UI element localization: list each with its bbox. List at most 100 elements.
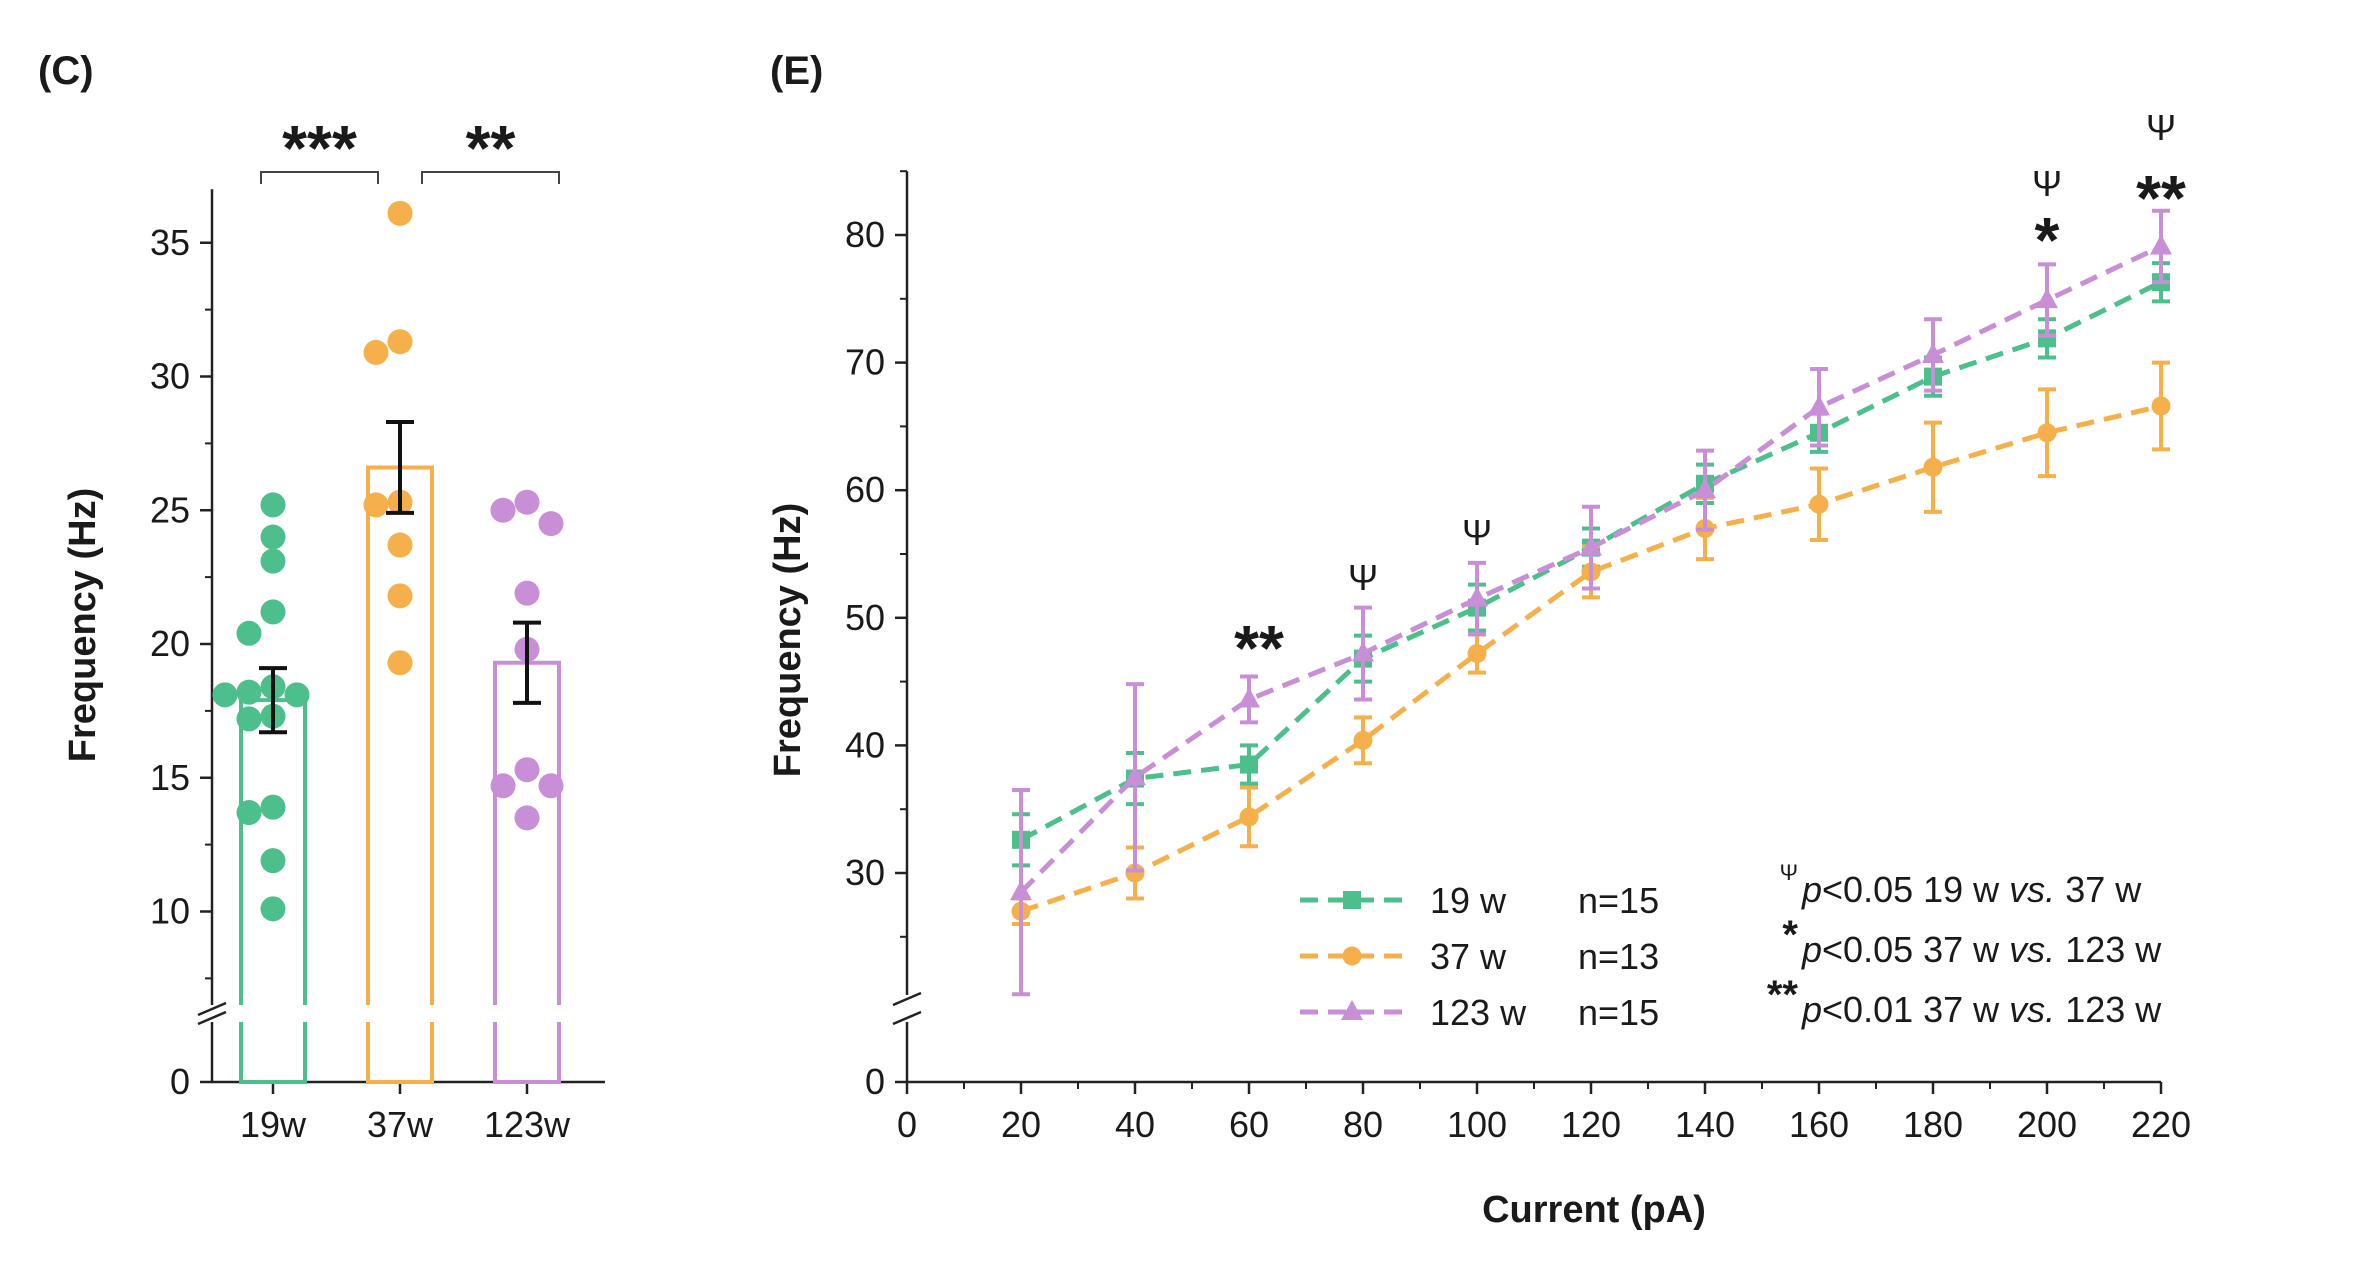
panel-c-y-axis-title: Frequency (Hz) — [62, 488, 104, 762]
e-note-p: p — [1801, 869, 1822, 910]
c-data-point — [387, 200, 413, 226]
e-marker-triangle — [2036, 288, 2058, 309]
c-y-tick-label: 25 — [150, 489, 190, 530]
e-marker-circle — [1125, 863, 1145, 883]
e-series-1 — [1011, 360, 2171, 927]
e-y-tick-label: 0 — [865, 1061, 885, 1102]
e-legend-n: n=13 — [1578, 936, 1659, 977]
c-data-point — [387, 650, 413, 676]
c-bar-lower — [366, 1022, 434, 1084]
e-note-symbol: ** — [1767, 973, 1799, 1017]
e-marker-triangle — [1580, 535, 1602, 556]
e-y-tick-label: 70 — [845, 342, 885, 383]
e-x-tick-label: 80 — [1343, 1104, 1383, 1145]
e-sig-stars: ** — [2136, 162, 2186, 234]
e-y-tick-label: 40 — [845, 724, 885, 765]
c-bracket — [260, 171, 379, 184]
c-y-tick-label: 20 — [150, 623, 190, 664]
c-data-point — [387, 532, 413, 558]
c-bar-lower — [239, 1022, 307, 1084]
c-data-point — [387, 329, 413, 355]
e-marker-triangle — [1694, 478, 1716, 499]
e-sig-psi: Ψ — [1462, 512, 1492, 553]
e-note-symbol: Ψ — [1780, 860, 1798, 885]
e-marker-square — [1240, 755, 1258, 774]
e-y-tick-label: 60 — [845, 469, 885, 510]
c-data-point — [284, 682, 310, 708]
e-legend-label: 37 w — [1430, 936, 1507, 977]
e-marker-triangle — [2150, 234, 2172, 255]
c-data-point — [490, 773, 516, 799]
e-marker-circle — [1239, 807, 1259, 827]
panel-label-e: (E) — [770, 49, 823, 93]
e-x-tick-label: 40 — [1115, 1104, 1155, 1145]
e-sig-psi: Ψ — [2032, 163, 2062, 204]
e-marker-circle — [1342, 946, 1362, 966]
e-series-line — [1020, 403, 2162, 914]
c-data-point — [260, 548, 286, 574]
panel-c-bars — [239, 465, 561, 1084]
e-marker-circle — [1809, 494, 1829, 514]
e-axis-break-mark — [892, 1010, 922, 1026]
e-note-p: p — [1801, 929, 1822, 970]
e-note-group2: 123 w — [2055, 989, 2162, 1030]
e-marker-circle — [2037, 423, 2057, 443]
e-note-group2: 123 w — [2055, 929, 2162, 970]
e-marker-circle — [1923, 457, 1943, 477]
c-data-point — [260, 599, 286, 625]
c-data-point — [236, 620, 262, 646]
c-data-point — [236, 706, 262, 732]
e-sig-psi: Ψ — [2146, 107, 2176, 148]
c-y-tick-label: 15 — [150, 757, 190, 798]
panel-label-c: (C) — [38, 49, 94, 93]
panel-e-x-axis-title: Current (pA) — [1482, 1189, 1706, 1231]
e-note-line: p<0.01 37 w vs. 123 w — [1801, 989, 2162, 1030]
e-x-tick-label: 100 — [1447, 1104, 1507, 1145]
e-note-p: p — [1801, 989, 1822, 1030]
c-bar-lower — [493, 1022, 561, 1084]
e-marker-triangle — [1238, 687, 1260, 708]
c-data-point — [260, 492, 286, 518]
e-series-2 — [1010, 208, 2172, 997]
c-data-point — [387, 583, 413, 609]
e-marker-triangle — [1124, 765, 1146, 786]
e-note-vs: vs. — [2009, 869, 2055, 910]
c-data-point — [236, 800, 262, 826]
c-y-tick-label: 35 — [150, 222, 190, 263]
e-sig-psi: Ψ — [1348, 557, 1378, 598]
panel-e-y-axis-title: Frequency (Hz) — [767, 503, 809, 777]
e-note-vs: vs. — [2009, 989, 2055, 1030]
c-axis-break-mark — [197, 1001, 227, 1017]
c-category-label: 123w — [484, 1104, 571, 1145]
e-marker-circle — [1467, 644, 1487, 664]
c-y-tick-label: 0 — [170, 1061, 190, 1102]
e-x-tick-label: 60 — [1229, 1104, 1269, 1145]
e-x-tick-label: 220 — [2131, 1104, 2191, 1145]
c-data-point — [212, 682, 238, 708]
e-y-tick-label: 80 — [845, 214, 885, 255]
c-bracket-stars: ** — [466, 112, 516, 184]
c-y-tick-label: 30 — [150, 356, 190, 397]
e-y-tick-label: 30 — [845, 852, 885, 893]
c-bracket-stars: *** — [282, 112, 357, 184]
e-x-tick-label: 20 — [1001, 1104, 1041, 1145]
e-note-symbol: * — [1782, 913, 1798, 957]
c-data-point — [260, 524, 286, 550]
e-axis-break-mark — [892, 991, 922, 1007]
e-note-line: p<0.05 19 w vs. 37 w — [1801, 869, 2142, 910]
e-marker-triangle — [1010, 880, 1032, 901]
c-data-point — [260, 896, 286, 922]
c-data-point — [260, 794, 286, 820]
e-marker-triangle — [1808, 395, 1830, 416]
e-sig-stars: * — [2035, 204, 2060, 276]
e-x-tick-label: 140 — [1675, 1104, 1735, 1145]
e-x-tick-label: 200 — [2017, 1104, 2077, 1145]
c-bracket — [421, 171, 560, 184]
c-data-point — [514, 805, 540, 831]
panel-c-significance-brackets: *** ** — [260, 112, 560, 184]
e-marker-triangle — [1352, 641, 1374, 662]
e-note-line: p<0.05 37 w vs. 123 w — [1801, 929, 2162, 970]
e-legend-n: n=15 — [1578, 880, 1659, 921]
